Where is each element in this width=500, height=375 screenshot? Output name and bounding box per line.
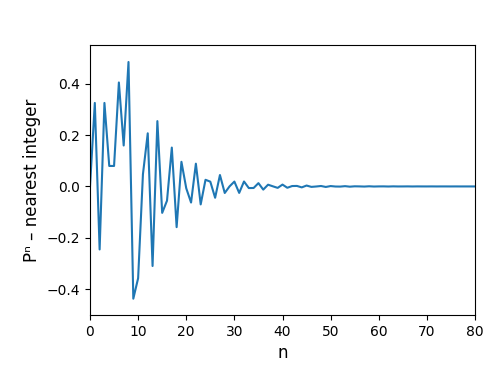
- Y-axis label: Pⁿ – nearest integer: Pⁿ – nearest integer: [23, 98, 41, 262]
- X-axis label: n: n: [277, 344, 288, 362]
